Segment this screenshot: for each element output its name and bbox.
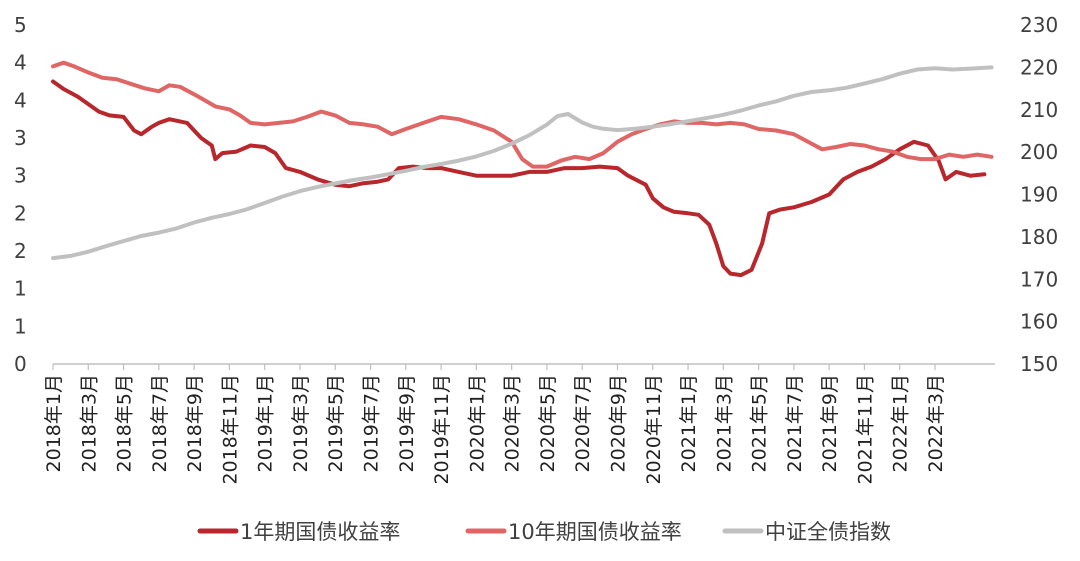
- left-axis-tick-label: 1: [14, 314, 27, 338]
- right-axis-tick-label: 160: [1020, 310, 1058, 334]
- right-axis-ticks: 150 160 170 180 190 200 210 220 230: [1020, 13, 1058, 376]
- x-axis-tick-label: 2022年1月: [890, 374, 912, 472]
- x-axis-tick-label: 2020年1月: [466, 374, 488, 472]
- x-axis-tick-label: 2019年5月: [325, 374, 347, 472]
- x-axis-tick-label: 2020年5月: [537, 374, 559, 472]
- right-axis-tick-label: 200: [1020, 140, 1058, 164]
- x-axis-tick-label: 2018年1月: [43, 374, 65, 472]
- x-axis-tick-label: 2019年11月: [431, 374, 453, 485]
- x-axis-tick-label: 2018年5月: [114, 374, 136, 472]
- right-axis-tick-label: 190: [1020, 183, 1058, 207]
- left-axis-tick-label: 3: [14, 126, 27, 150]
- x-axis-tick-label: 2022年3月: [925, 374, 947, 472]
- x-axis-tick-label: 2018年11月: [219, 374, 241, 485]
- left-axis-ticks: 0 1 1 2 2 3 3 4 4 5: [14, 13, 27, 376]
- x-axis-tick-label: 2019年9月: [396, 374, 418, 472]
- left-axis-tick-label: 0: [14, 352, 27, 376]
- legend-label: 10年期国债收益率: [508, 520, 682, 544]
- left-axis-tick-label: 4: [14, 51, 27, 75]
- x-axis-tick-label: 2020年11月: [643, 374, 665, 485]
- x-axis-tick-label: 2019年1月: [255, 374, 277, 472]
- x-axis-tick-label: 2021年3月: [713, 374, 735, 472]
- x-axis-tick-label: 2019年7月: [361, 374, 383, 472]
- x-axis-tick-label: 2021年9月: [819, 374, 841, 472]
- left-axis-tick-label: 2: [14, 239, 27, 263]
- x-axis-tick-label: 2018年3月: [78, 374, 100, 472]
- legend-label: 1年期国债收益率: [240, 520, 400, 544]
- left-axis-tick-label: 2: [14, 201, 27, 225]
- legend-label: 中证全债指数: [765, 520, 891, 544]
- x-axis-tick-label: 2021年5月: [749, 374, 771, 472]
- x-axis-tick-label: 2021年11月: [854, 374, 876, 485]
- right-axis-tick-label: 170: [1020, 267, 1058, 291]
- series-line-yield: [51, 79, 987, 278]
- series-lines: [51, 60, 994, 278]
- series-line-index: [51, 65, 994, 261]
- x-axis-tick-label: 2020年7月: [572, 374, 594, 472]
- x-axis-tick-label: 2018年7月: [149, 374, 171, 472]
- x-axis-tick-label: 2018年9月: [184, 374, 206, 472]
- right-axis-tick-label: 150: [1020, 352, 1058, 376]
- left-axis-tick-label: 5: [14, 13, 27, 37]
- right-axis-tick-label: 180: [1020, 225, 1058, 249]
- x-axis-ticks: 2018年1月 2018年3月 2018年5月 2018年7月 2018年9月 2018年…: [43, 364, 947, 485]
- right-axis-tick-label: 230: [1020, 13, 1058, 37]
- x-axis-tick-label: 2019年3月: [290, 374, 312, 472]
- right-axis-tick-label: 220: [1020, 55, 1058, 79]
- left-axis-tick-label: 4: [14, 88, 27, 112]
- x-axis-tick-label: 2021年7月: [784, 374, 806, 472]
- left-axis-tick-label: 3: [14, 164, 27, 188]
- x-axis-tick-label: 2021年1月: [678, 374, 700, 472]
- left-axis-tick-label: 1: [14, 277, 27, 301]
- x-axis-tick-label: 2020年9月: [607, 374, 629, 472]
- legend: 1年期国债收益率 10年期国债收益率 中证全债指数: [197, 520, 891, 544]
- x-axis-tick-label: 2020年3月: [502, 374, 524, 472]
- series-line-yield: [51, 60, 994, 169]
- right-axis-tick-label: 210: [1020, 98, 1058, 122]
